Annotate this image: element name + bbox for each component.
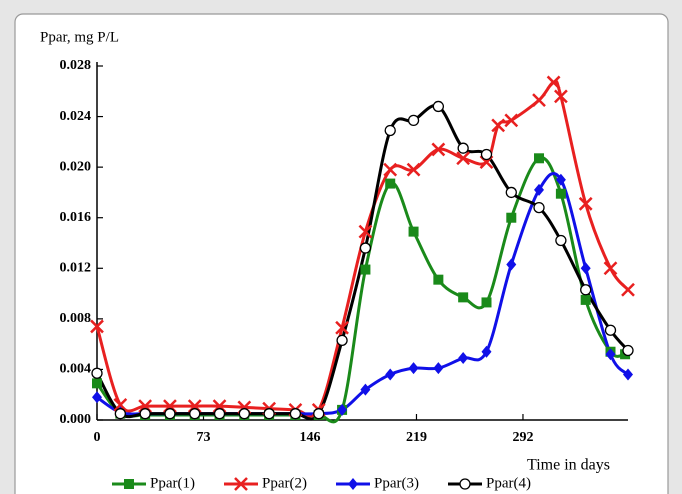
y-tick-label: 0.024: [60, 109, 92, 124]
marker: [238, 408, 250, 420]
marker: [480, 148, 493, 161]
legend-marker: [234, 477, 248, 491]
marker: [458, 292, 469, 303]
x-axis-label: Time in days: [527, 457, 610, 474]
x-tick-label: 0: [94, 430, 101, 445]
marker: [164, 408, 176, 420]
marker: [433, 274, 444, 285]
legend-marker: [124, 479, 134, 489]
marker: [481, 345, 492, 358]
marker: [407, 114, 420, 127]
marker: [505, 186, 517, 199]
marker: [456, 151, 471, 166]
marker: [91, 367, 103, 379]
marker: [90, 319, 104, 334]
panel: [14, 13, 669, 494]
marker: [383, 162, 398, 177]
marker: [408, 226, 419, 237]
marker: [604, 324, 617, 336]
legend-label: Ppar(3): [374, 475, 419, 491]
marker: [408, 362, 419, 375]
x-tick-label: 292: [512, 430, 533, 445]
marker: [623, 368, 633, 381]
marker: [189, 408, 201, 420]
marker: [481, 297, 492, 308]
marker: [554, 89, 568, 104]
marker: [534, 183, 545, 196]
marker: [534, 153, 545, 164]
legend-marker: [459, 478, 471, 490]
marker: [506, 212, 517, 223]
marker: [578, 196, 593, 211]
marker: [358, 224, 373, 239]
legend-label: Ppar(1): [150, 475, 195, 491]
marker: [213, 408, 226, 420]
x-tick-label: 219: [406, 430, 427, 445]
marker: [337, 403, 348, 416]
x-tick-label: 146: [299, 430, 320, 445]
marker: [580, 294, 591, 305]
marker: [491, 118, 506, 133]
marker: [433, 362, 444, 375]
marker: [555, 173, 566, 186]
marker: [313, 408, 325, 420]
y-axis-label: Ppar, mg P/L: [40, 29, 119, 45]
marker: [114, 408, 126, 420]
marker: [336, 334, 348, 347]
marker: [532, 93, 546, 108]
marker: [457, 142, 469, 154]
marker: [622, 344, 634, 357]
marker: [506, 258, 517, 271]
marker: [621, 282, 635, 297]
marker: [385, 368, 396, 381]
y-tick-label: 0.020: [60, 159, 92, 174]
marker: [360, 264, 371, 275]
marker: [533, 201, 545, 214]
marker: [92, 378, 102, 389]
y-tick-label: 0.000: [60, 412, 92, 427]
y-tick-label: 0.004: [60, 362, 92, 377]
marker: [384, 124, 396, 137]
marker: [335, 320, 349, 335]
marker: [92, 391, 102, 404]
marker: [406, 162, 421, 177]
marker: [385, 178, 396, 189]
marker: [431, 142, 446, 157]
marker: [580, 284, 592, 296]
marker: [432, 100, 445, 113]
marker: [359, 242, 372, 254]
y-tick-label: 0.016: [60, 210, 92, 225]
marker: [555, 188, 566, 199]
marker: [504, 113, 519, 128]
x-tick-label: 73: [196, 430, 210, 445]
marker: [605, 348, 616, 361]
legend-label: Ppar(2): [262, 475, 307, 491]
y-tick-label: 0.012: [60, 261, 92, 276]
marker: [289, 408, 302, 420]
marker: [580, 262, 591, 275]
marker: [603, 261, 618, 276]
y-tick-label: 0.008: [60, 311, 92, 326]
marker: [113, 397, 128, 412]
marker: [555, 234, 567, 247]
marker: [360, 383, 371, 396]
marker: [546, 75, 561, 90]
marker: [263, 408, 275, 420]
marker: [139, 408, 151, 420]
marker: [458, 352, 469, 365]
legend-label: Ppar(4): [486, 475, 531, 491]
legend-marker: [348, 478, 358, 490]
y-tick-label: 0.028: [60, 58, 92, 73]
